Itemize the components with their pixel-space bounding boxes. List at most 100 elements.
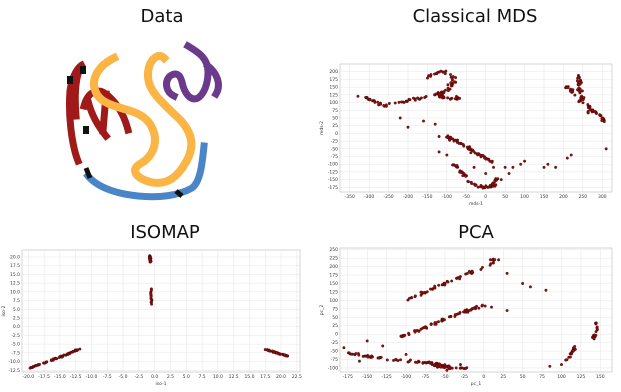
- pca-point: [466, 310, 470, 314]
- isomap-x-tick-label: -5.0: [119, 374, 128, 380]
- isomap-point: [66, 352, 70, 356]
- mds-y-tick-label: -75: [331, 154, 338, 160]
- pca-point: [445, 368, 449, 372]
- pca-x-tick-label: 75: [539, 374, 545, 380]
- pca-y-tick-label: -100: [328, 365, 338, 371]
- mds-point: [503, 165, 507, 169]
- mds-point: [554, 165, 558, 169]
- mds-point: [446, 83, 450, 87]
- mds-point: [402, 100, 406, 104]
- isomap-x-tick-label: 10.0: [213, 374, 223, 380]
- pca-x-tick-label: -25: [461, 374, 468, 380]
- mds-point: [422, 119, 425, 123]
- pca-point: [497, 258, 501, 262]
- mds-point: [481, 185, 485, 189]
- isomap-x-tick-label: 7.5: [198, 374, 205, 380]
- pca-point: [560, 363, 563, 367]
- mds-point: [576, 83, 580, 87]
- pca-point: [493, 258, 497, 262]
- pca-point: [406, 298, 410, 302]
- pca-point: [569, 351, 573, 355]
- pca-point: [433, 284, 437, 288]
- mds-title: Classical MDS: [412, 6, 538, 27]
- mds-y-tick-label: -125: [328, 169, 338, 175]
- pca-point: [439, 365, 443, 369]
- mds-y-axis-label: mds-2: [319, 121, 325, 135]
- isomap-x-tick-label: 0.0: [151, 374, 158, 380]
- mds-point: [569, 153, 573, 157]
- mds-point: [586, 103, 590, 107]
- mds-point: [604, 147, 608, 151]
- isomap-x-tick-label: 22.5: [292, 374, 302, 380]
- pca-point: [433, 322, 437, 326]
- mds-point: [379, 102, 383, 106]
- isomap-point: [60, 355, 64, 359]
- mds-y-tick-label: 150: [329, 85, 338, 91]
- mds-y-tick-label: 200: [329, 69, 338, 75]
- pca-point: [410, 296, 414, 300]
- mds-y-tick-label: -175: [328, 185, 338, 191]
- mds-x-tick-label: 50: [502, 194, 508, 200]
- pca-point: [432, 363, 436, 367]
- mds-point: [578, 78, 582, 82]
- pca-point: [407, 360, 411, 363]
- pca-point: [467, 269, 471, 273]
- mds-point: [480, 154, 484, 158]
- pca-point: [458, 312, 461, 315]
- mds-point: [573, 93, 577, 97]
- pca-y-tick-label: -50: [331, 349, 338, 355]
- mds-point: [487, 158, 490, 162]
- mds-point: [499, 178, 503, 182]
- mds-point: [542, 165, 546, 169]
- isomap-point: [74, 349, 78, 353]
- mds-point: [446, 89, 450, 93]
- pca-point: [356, 352, 360, 355]
- pca-point: [565, 358, 569, 362]
- isomap-points: [28, 254, 289, 370]
- mds-y-tick-label: 100: [329, 100, 338, 106]
- pca-y-tick-label: -25: [331, 340, 338, 346]
- isomap-x-tick-label: 17.5: [260, 374, 270, 380]
- mds-point: [455, 140, 459, 144]
- isomap-point: [36, 363, 40, 367]
- isomap-y-tick-label: 15.0: [10, 272, 20, 278]
- mds-point: [487, 185, 491, 189]
- mds-point: [364, 95, 368, 99]
- mds-point: [427, 74, 430, 78]
- pca-y-tick-label: 175: [329, 273, 338, 279]
- pca-y-tick-label: 250: [329, 247, 338, 253]
- mds-y-tick-label: 175: [329, 77, 338, 83]
- isomap-y-tick-label: -12.5: [8, 368, 20, 374]
- pca-point: [449, 366, 452, 370]
- pca-point: [442, 318, 446, 322]
- pca-x-tick-label: -100: [401, 374, 411, 380]
- mds-point: [492, 165, 495, 169]
- mds-x-tick-label: -350: [345, 194, 355, 200]
- isomap-point: [149, 296, 153, 300]
- isomap-y-tick-label: 2.5: [13, 315, 20, 321]
- isomap-point: [148, 258, 152, 262]
- mds-point: [373, 99, 376, 103]
- isomap-point: [149, 292, 153, 296]
- mds-point: [439, 69, 443, 73]
- mds-x-tick-label: -150: [422, 194, 432, 200]
- pca-point: [480, 303, 484, 307]
- mds-point: [424, 95, 428, 98]
- isomap-point: [49, 358, 53, 362]
- mds-point: [474, 183, 478, 187]
- mds-point: [443, 72, 447, 76]
- orange-stroke: [90, 52, 196, 187]
- pca-point: [573, 344, 577, 348]
- pca-y-tick-label: 125: [329, 289, 338, 295]
- mds-plot-area: [339, 63, 613, 193]
- pca-point: [458, 366, 462, 370]
- pca-point: [458, 277, 462, 281]
- isomap-point: [71, 350, 75, 354]
- pca-x-tick-label: 0: [482, 374, 485, 380]
- pca-point: [477, 306, 481, 310]
- mds-point: [445, 153, 449, 157]
- isomap-point: [275, 351, 279, 355]
- mds-point: [368, 98, 372, 102]
- pca-y-tick-label: 25: [332, 323, 338, 329]
- mds-point: [449, 81, 453, 85]
